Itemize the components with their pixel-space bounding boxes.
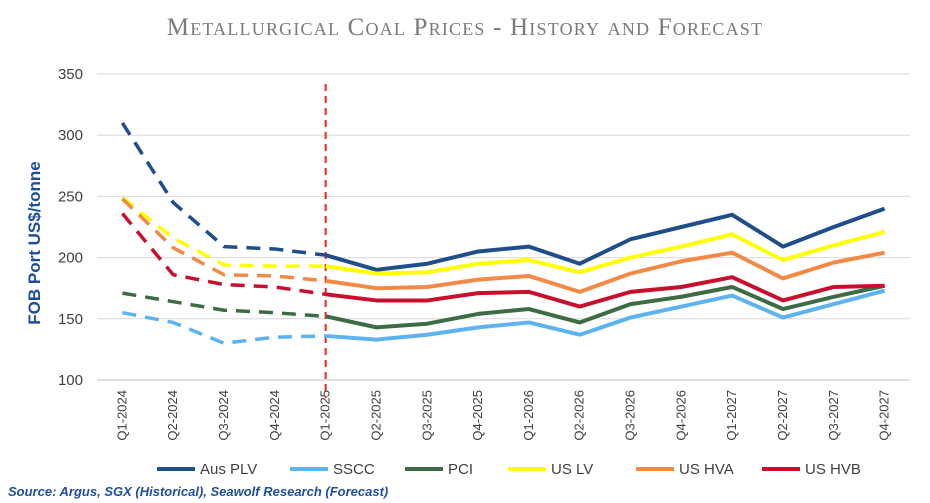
y-axis-ticks: 100 150 200 250 300 350 bbox=[58, 66, 83, 389]
legend: Aus PLV SSCC PCI US LV US HVA US HVB bbox=[157, 461, 861, 478]
x-tick-label: Q3-2027 bbox=[826, 390, 841, 441]
y-tick-label: 250 bbox=[58, 188, 83, 205]
legend-label: SSCC bbox=[333, 461, 375, 478]
y-tick-label: 100 bbox=[58, 372, 83, 389]
legend-label: US HVA bbox=[679, 461, 734, 478]
y-tick-label: 150 bbox=[58, 311, 83, 328]
x-tick-label: Q2-2024 bbox=[165, 390, 180, 441]
series-line-historical bbox=[121, 197, 326, 283]
x-tick-label: Q1-2026 bbox=[521, 390, 536, 441]
y-axis-label: FOB Port US$/tonne bbox=[25, 161, 44, 324]
x-tick-label: Q1-2024 bbox=[114, 390, 129, 441]
grid-lines bbox=[97, 73, 910, 320]
series-line-forecast bbox=[325, 283, 886, 330]
legend-label: US LV bbox=[551, 461, 593, 478]
y-tick-label: 200 bbox=[58, 250, 83, 267]
x-tick-label: Q4-2025 bbox=[470, 390, 485, 441]
series-line-historical bbox=[121, 196, 326, 268]
series-line-forecast bbox=[325, 229, 886, 276]
x-axis-ticks: Q1-2024 Q2-2024 Q3-2024 Q4-2024 Q1-2025 Q2-20… bbox=[114, 390, 891, 441]
series-line-forecast bbox=[325, 288, 886, 342]
legend-label: Aus PLV bbox=[200, 461, 257, 478]
x-tick-label: Q3-2025 bbox=[419, 390, 434, 441]
x-tick-label: Q4-2024 bbox=[267, 390, 282, 441]
x-tick-label: Q3-2026 bbox=[623, 390, 638, 441]
x-tick-label: Q2-2026 bbox=[572, 390, 587, 441]
x-tick-label: Q4-2026 bbox=[673, 390, 688, 441]
series-lines bbox=[120, 122, 886, 346]
source-note: Source: Argus, SGX (Historical), Seawolf… bbox=[8, 484, 389, 499]
legend-label: PCI bbox=[448, 461, 473, 478]
x-tick-label: Q2-2027 bbox=[775, 390, 790, 441]
series-line-forecast bbox=[325, 206, 886, 272]
y-tick-label: 350 bbox=[58, 66, 83, 83]
chart-title: Metallurgical Coal Prices - History and … bbox=[166, 14, 764, 41]
y-tick-label: 300 bbox=[58, 127, 83, 144]
x-tick-label: Q1-2025 bbox=[318, 390, 333, 441]
legend-label: US HVB bbox=[805, 461, 861, 478]
x-tick-label: Q2-2025 bbox=[368, 390, 383, 441]
x-tick-label: Q1-2027 bbox=[724, 390, 739, 441]
series-line-historical bbox=[122, 310, 326, 346]
x-tick-label: Q3-2024 bbox=[216, 390, 231, 441]
series-line-forecast bbox=[325, 275, 885, 309]
series-line-forecast bbox=[325, 250, 885, 294]
series-line-historical bbox=[122, 291, 326, 319]
series-line-historical bbox=[120, 122, 326, 257]
x-tick-label: Q4-2027 bbox=[877, 390, 892, 441]
series-line-historical bbox=[121, 212, 326, 297]
